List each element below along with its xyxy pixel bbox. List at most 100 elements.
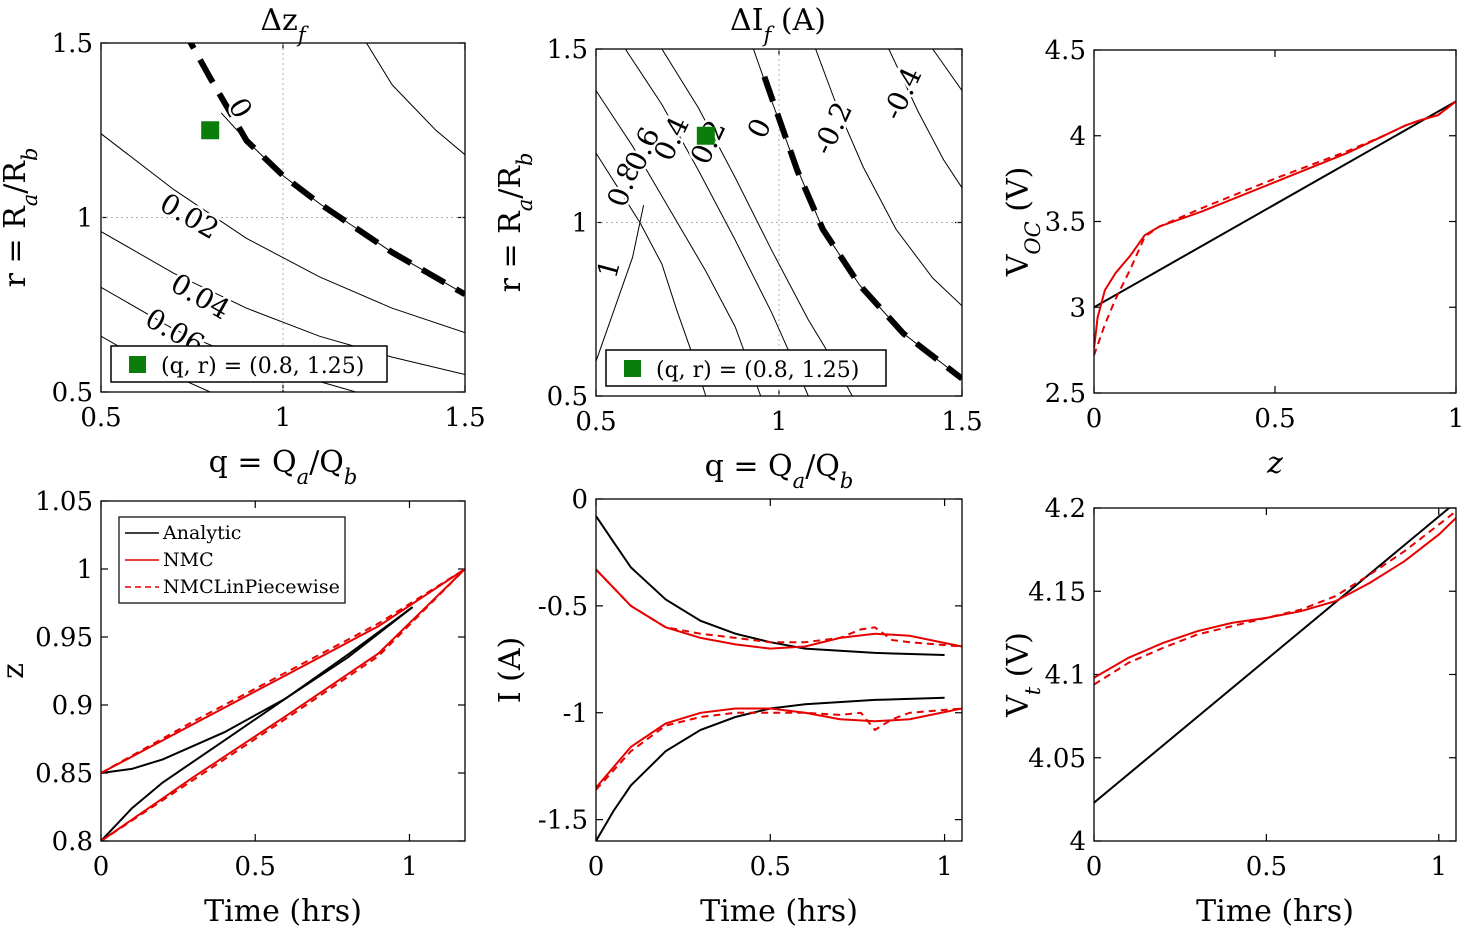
dzf-contour-line [101, 231, 465, 375]
dif-xtick-label: 0.5 [575, 407, 616, 437]
it-plot-area [596, 499, 962, 841]
dzf-ytick-label: 1 [76, 204, 93, 234]
dzf-legend-text: (q, r) = (0.8, 1.25) [161, 354, 364, 379]
dzf-contour-line [187, 43, 465, 297]
voc-xlabel: z [1266, 446, 1283, 481]
dzf-contour-line [365, 43, 465, 156]
dzf-legend-marker [129, 356, 146, 373]
zt-series-line [101, 606, 414, 841]
dzf-xtick-label: 1 [275, 403, 292, 433]
dzf-legend-box [110, 345, 388, 383]
vt-series-line [1094, 508, 1450, 804]
zt-legend-label: Analytic [162, 522, 241, 544]
vt-ytick-label: 4.15 [1028, 577, 1086, 607]
zt-data-layer [101, 568, 465, 841]
dif-contour-line [596, 90, 762, 396]
dif-title: ΔIf (A) [730, 3, 826, 47]
dif-contour-line [888, 49, 962, 189]
zt-ytick-label: 1 [76, 555, 93, 585]
voc-ytick-label: 2.5 [1045, 379, 1086, 409]
dzf-title: Δzf [260, 3, 308, 47]
dif-xlabel: q = Qa/Qb [705, 449, 854, 493]
zt-ytick-label: 0.9 [52, 691, 93, 721]
dif-ytick-label: 1.5 [547, 35, 588, 65]
vt-ytick-label: 4.2 [1045, 494, 1086, 524]
it-ytick-label: 0 [571, 485, 588, 515]
voc-ytick-label: 4 [1069, 122, 1086, 152]
dif-xtick-label: 1 [771, 407, 788, 437]
dzf-ytick-label: 1.5 [52, 29, 93, 59]
it-ytick-label: -1 [563, 699, 588, 729]
zt-xtick-label: 1 [401, 852, 418, 882]
it-xlabel: Time (hrs) [700, 894, 858, 929]
voc-series-line [1094, 100, 1456, 356]
dif-legend-marker [624, 360, 641, 377]
voc-data-layer [1094, 100, 1456, 356]
vt-ytick-label: 4.1 [1045, 661, 1086, 691]
chart-z-time: 0 0.5 1 0.8 0.85 0.9 0.95 1 1.05 Analytic NMC NMCLi… [0, 487, 466, 929]
dif-xtick-label: 1.5 [941, 407, 982, 437]
zt-ylabel: z [0, 663, 31, 679]
it-ylabel: I (A) [493, 637, 528, 703]
it-series-line [596, 696, 945, 841]
it-ytick-label: -1.5 [538, 806, 588, 836]
dif-legend-text: (q, r) = (0.8, 1.25) [656, 358, 859, 383]
zt-series-line [101, 568, 465, 841]
voc-ytick-label: 3 [1069, 293, 1086, 323]
dif-contour-line [596, 204, 645, 362]
dzf-ylabel: r = Ra/Rb [0, 148, 42, 288]
vt-ylabel: Vt (V) [1001, 632, 1045, 718]
zt-series-line [101, 606, 414, 774]
dzf-xtick-label: 1.5 [444, 403, 485, 433]
zt-legend-label: NMCLinPiecewise [163, 576, 340, 598]
it-ytick-label: -0.5 [538, 592, 588, 622]
voc-xtick-label: 0.5 [1254, 404, 1295, 434]
vt-xtick-label: 0 [1086, 852, 1103, 882]
voc-axes-box [1093, 49, 1457, 394]
zt-ytick-label: 0.8 [52, 827, 93, 857]
dzf-ytick-label: 0.5 [52, 378, 93, 408]
dzf-contour-line [101, 133, 465, 334]
zt-series-line [101, 568, 465, 841]
dzf-xtick-label: 0.5 [80, 403, 121, 433]
vt-xlabel: Time (hrs) [1196, 894, 1354, 929]
chart-voc: 0 0.5 1 2.5 3 3.5 4 4.5 z VOC (V) [1001, 36, 1462, 481]
vt-series-line [1094, 510, 1456, 686]
it-data-layer [596, 515, 962, 841]
voc-ylabel: VOC (V) [1001, 167, 1045, 278]
voc-ytick-label: 4.5 [1045, 36, 1086, 66]
it-series-line [596, 515, 945, 656]
dif-ytick-label: 0.5 [547, 382, 588, 412]
dif-axes-box [595, 48, 963, 397]
dzf-marker-point [201, 121, 220, 140]
vt-series-line [1094, 517, 1456, 679]
zt-series-line [101, 568, 465, 774]
zt-ytick-label: 0.85 [35, 759, 93, 789]
dzf-axes-box [100, 42, 466, 393]
dif-contour-line [932, 49, 962, 91]
zt-axes-box [100, 500, 466, 842]
dif-marker-point [696, 126, 715, 145]
dzf-xlabel: q = Qa/Qb [209, 445, 358, 489]
zt-legend-label: NMC [163, 549, 214, 571]
it-series-line [596, 568, 962, 648]
dif-ytick-label: 1 [571, 209, 588, 239]
zt-xtick-label: 0 [93, 852, 110, 882]
vt-ytick-label: 4 [1069, 827, 1086, 857]
dif-contour-line [761, 75, 962, 381]
zt-xtick-label: 0.5 [235, 852, 276, 882]
vt-plot-area [1094, 508, 1456, 841]
it-xtick-label: 0.5 [750, 852, 791, 882]
voc-series-line [1094, 100, 1456, 309]
vt-xtick-label: 1 [1430, 852, 1447, 882]
dif-legend-box [605, 349, 887, 387]
chart-vt-time: 0 0.5 1 4 4.05 4.1 4.15 4.2 Time (hrs) Vt (V) [1001, 494, 1457, 929]
it-axes-box [595, 498, 963, 842]
zt-ytick-label: 0.95 [35, 623, 93, 653]
zt-ytick-label: 1.05 [35, 487, 93, 517]
chart-delta-if: 0.511.50.511.510.80.60.40.20-0.2-0.4(q, … [493, 3, 983, 493]
voc-xtick-label: 0 [1086, 404, 1103, 434]
voc-plot-area [1094, 50, 1456, 393]
vt-axes-box [1093, 507, 1457, 842]
